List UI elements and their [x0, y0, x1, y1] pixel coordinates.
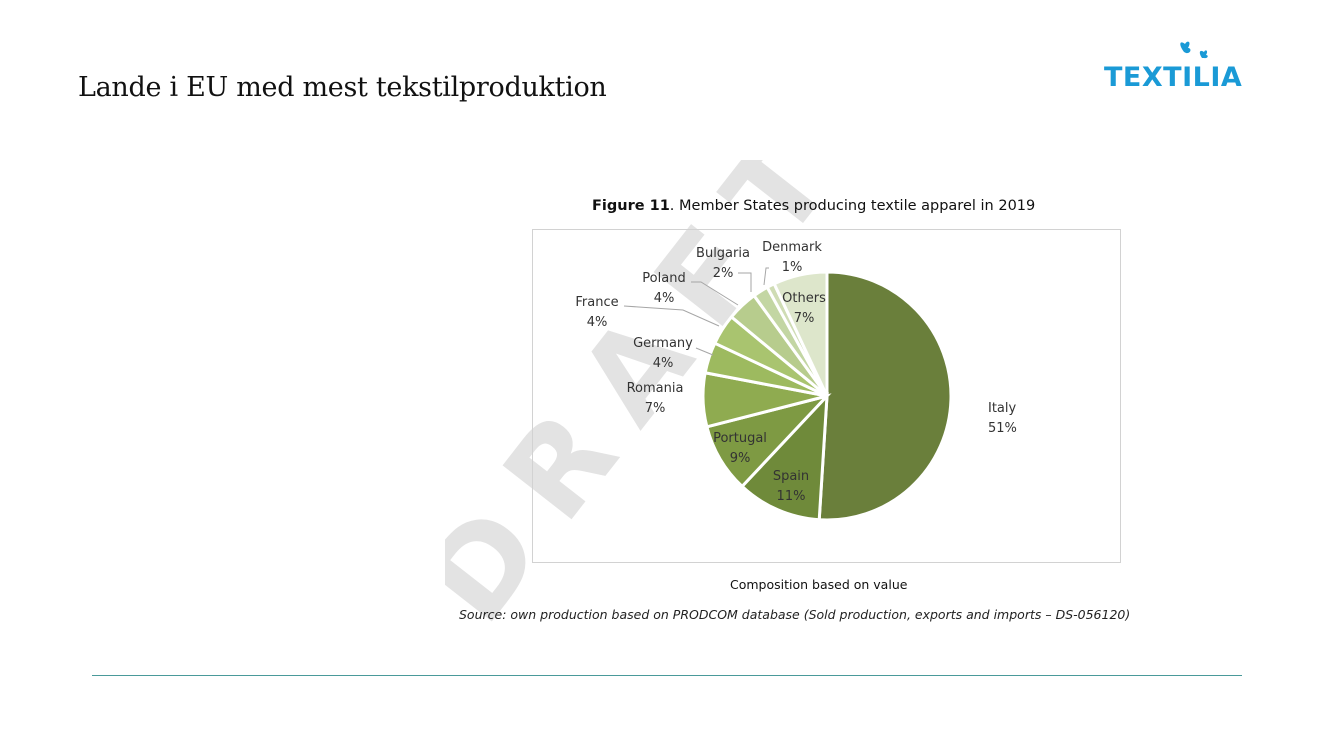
slice-value-italy: 51%	[988, 421, 1017, 436]
slice-value-bulgaria: 2%	[713, 266, 734, 281]
butterflies-icon	[1180, 41, 1208, 59]
logo-text: TEXTILIA	[1104, 62, 1243, 93]
slice-label-germany: Germany	[633, 336, 693, 351]
leader-line-poland	[691, 281, 739, 306]
pie-slice-italy	[817, 270, 953, 522]
figure-caption: Figure 11. Member States producing texti…	[592, 198, 1035, 214]
pie-slice-others	[772, 270, 829, 397]
slice-value-denmark: 1%	[782, 260, 803, 275]
figure-caption-text: . Member States producing textile appare…	[669, 198, 1036, 214]
slice-label-denmark: Denmark	[762, 240, 822, 255]
textilia-logo: TEXTILIA	[1100, 38, 1250, 98]
slice-label-bulgaria: Bulgaria	[696, 246, 750, 261]
leader-line-france	[623, 305, 720, 327]
slice-value-france: 4%	[587, 315, 608, 330]
slice-value-others: 7%	[794, 311, 815, 326]
slice-label-poland: Poland	[642, 271, 685, 286]
pie-slice-spain	[739, 391, 829, 522]
composition-note: Composition based on value	[730, 577, 908, 592]
slide-title: Lande i EU med mest tekstilproduktion	[78, 72, 607, 103]
slice-label-portugal: Portugal	[713, 431, 767, 446]
source-note: Source: own production based on PRODCOM …	[459, 607, 1131, 622]
slice-label-france: France	[575, 295, 618, 310]
slice-value-poland: 4%	[654, 291, 675, 306]
slice-value-spain: 11%	[777, 489, 806, 504]
leader-line-germany	[695, 347, 714, 356]
slice-value-germany: 4%	[653, 356, 674, 371]
slice-label-spain: Spain	[773, 469, 809, 484]
figure-number: Figure 11	[592, 198, 670, 214]
chart-frame: Italy 51% Spain 11% Portugal 9% Romania 7% Germa…	[532, 229, 1121, 563]
slice-label-others: Others	[782, 291, 826, 306]
slice-label-italy: Italy	[988, 401, 1017, 416]
footer-divider	[92, 675, 1242, 676]
slice-value-romania: 7%	[645, 401, 666, 416]
pie-chart: Italy 51% Spain 11% Portugal 9% Romania 7% Germa…	[575, 240, 1017, 522]
slice-label-romania: Romania	[627, 381, 684, 396]
slice-value-portugal: 9%	[730, 451, 751, 466]
leader-line-denmark	[763, 267, 769, 286]
leader-line-bulgaria	[738, 272, 752, 292]
